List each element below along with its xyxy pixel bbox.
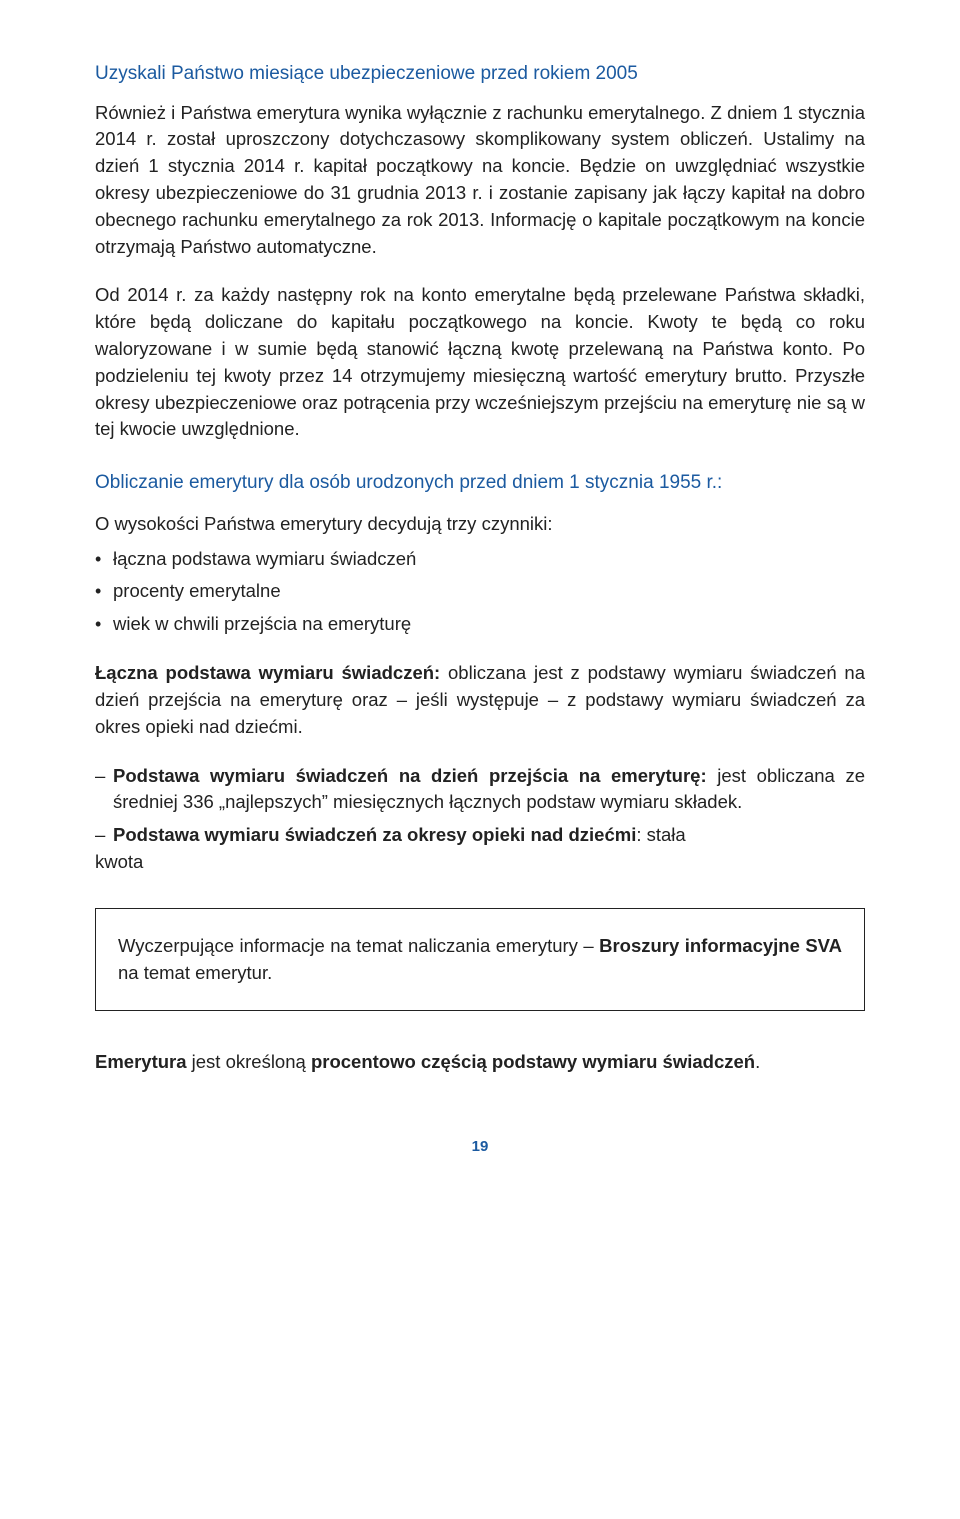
- callout-post: na temat emerytur.: [118, 962, 272, 983]
- dash-icon: –: [95, 822, 113, 849]
- list-item: procenty emerytalne: [95, 578, 865, 605]
- paragraph-2: Od 2014 r. za każdy następny rok na kont…: [95, 282, 865, 443]
- section-heading-2005: Uzyskali Państwo miesiące ubezpieczeniow…: [95, 60, 865, 88]
- paragraph-basis: Łączna podstawa wymiaru świadczeń: oblic…: [95, 660, 865, 740]
- callout-bold: Broszury informacyjne SVA: [599, 935, 842, 956]
- dash2-label: Podstawa wymiaru świadczeń za okresy opi…: [113, 824, 636, 845]
- page-number: 19: [95, 1136, 865, 1158]
- dash-item-2: – Podstawa wymiaru świadczeń za okresy o…: [95, 822, 865, 849]
- kwota-line: kwota: [95, 849, 865, 876]
- final-paragraph: Emerytura jest określoną procentowo częś…: [95, 1049, 865, 1076]
- final-bold1: Emerytura: [95, 1051, 187, 1072]
- callout-pre: Wyczerpujące informacje na temat nalicza…: [118, 935, 599, 956]
- factor-list: łączna podstawa wymiaru świadczeń procen…: [95, 546, 865, 638]
- basis-label: Łączna podstawa wymiaru świadczeń:: [95, 662, 440, 683]
- info-box: Wyczerpujące informacje na temat nalicza…: [95, 908, 865, 1012]
- document-page: Uzyskali Państwo miesiące ubezpieczeniow…: [0, 0, 960, 1519]
- list-item: wiek w chwili przejścia na emeryturę: [95, 611, 865, 638]
- final-bold2: procentowo częścią podstawy wymiaru świa…: [311, 1051, 755, 1072]
- dash2-text: : stała: [636, 824, 685, 845]
- final-mid: jest określoną: [187, 1051, 311, 1072]
- dash-item-1: – Podstawa wymiaru świadczeń na dzień pr…: [95, 763, 865, 817]
- dash1-label: Podstawa wymiaru świadczeń na dzień prze…: [113, 765, 707, 786]
- intro-line: O wysokości Państwa emerytury decydują t…: [95, 511, 865, 538]
- list-item: łączna podstawa wymiaru świadczeń: [95, 546, 865, 573]
- dash-icon: –: [95, 763, 113, 817]
- paragraph-1: Również i Państwa emerytura wynika wyłąc…: [95, 100, 865, 261]
- final-end: .: [755, 1051, 760, 1072]
- section-heading-1955: Obliczanie emerytury dla osób urodzonych…: [95, 469, 865, 497]
